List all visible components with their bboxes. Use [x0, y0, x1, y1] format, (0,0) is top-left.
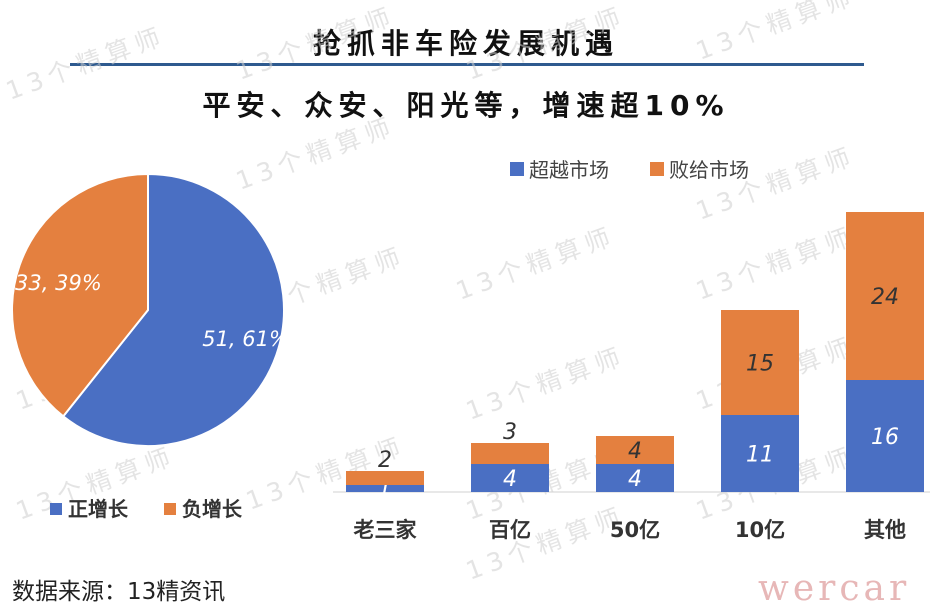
data-source-note: 数据来源：13精资讯	[12, 579, 226, 605]
chart-subtitle: 平安、众安、阳光等，增速超10%	[202, 89, 730, 122]
x-tick-label: 50亿	[610, 518, 660, 542]
x-tick-label: 10亿	[735, 518, 785, 542]
pie-data-label: 33, 39%	[15, 271, 102, 295]
bar-segment-lose-market	[471, 443, 549, 464]
title-underline	[70, 63, 864, 66]
bar-data-label: 11	[746, 443, 774, 468]
bar-segment-beat-market	[596, 464, 674, 492]
bar-data-label: 4	[503, 467, 517, 492]
chart-title: 抢抓非车险发展机遇	[312, 27, 619, 60]
bar-data-label: 15	[746, 352, 774, 377]
pie-legend: 正增长 负增长	[50, 497, 243, 521]
watermark-text: 13个精算师	[232, 111, 400, 196]
legend-label: 败给市场	[669, 158, 749, 182]
watermark-text: 13个精算师	[462, 341, 630, 426]
pie-data-label: 51, 61%	[202, 327, 289, 351]
pie-slice-1	[61, 172, 285, 447]
watermark-text: 13个精算师	[692, 141, 860, 226]
watermark-text: 13个精算师	[692, 221, 860, 306]
bar-segment-lose-market	[596, 436, 674, 464]
bar-data-label: 4	[628, 467, 642, 492]
legend-swatch	[164, 503, 176, 515]
legend-label: 负增长	[182, 497, 243, 521]
bar-segment-beat-market	[721, 415, 799, 492]
legend-swatch	[50, 503, 62, 515]
x-tick-label: 百亿	[489, 518, 531, 542]
pie-chart: 51, 61% 33, 39%	[11, 172, 289, 447]
bar-data-label: 3	[503, 420, 517, 445]
bar-segment-beat-market	[346, 485, 424, 492]
watermark-text: 13个精算师	[692, 0, 860, 66]
bar-segment-lose-market	[721, 310, 799, 415]
legend-swatch	[510, 162, 524, 176]
legend-label: 正增长	[68, 497, 129, 521]
bar-data-label: 4	[628, 439, 642, 464]
bar-data-label: 24	[871, 285, 899, 310]
bar-data-label: 16	[871, 425, 899, 450]
watermark-text: 13个精算师	[232, 1, 400, 86]
legend-swatch	[650, 162, 664, 176]
watermark-text: 13个精算师	[452, 221, 620, 306]
bar-segment-beat-market	[471, 464, 549, 492]
bar-data-label: 2	[378, 448, 392, 473]
bar-segment-lose-market	[846, 212, 924, 380]
logo-wordmark: wercar	[758, 568, 911, 609]
bar-legend: 超越市场 败给市场	[510, 158, 749, 182]
x-tick-label: 老三家	[354, 518, 418, 542]
watermark-text: 13个精算师	[2, 21, 170, 106]
pie-slice-2	[11, 172, 149, 418]
bar-segment-lose-market	[346, 471, 424, 485]
bar-segment-beat-market	[846, 380, 924, 492]
watermark-text: 13个精算师	[462, 1, 630, 86]
legend-label: 超越市场	[529, 158, 609, 182]
x-tick-label: 其他	[864, 518, 906, 542]
